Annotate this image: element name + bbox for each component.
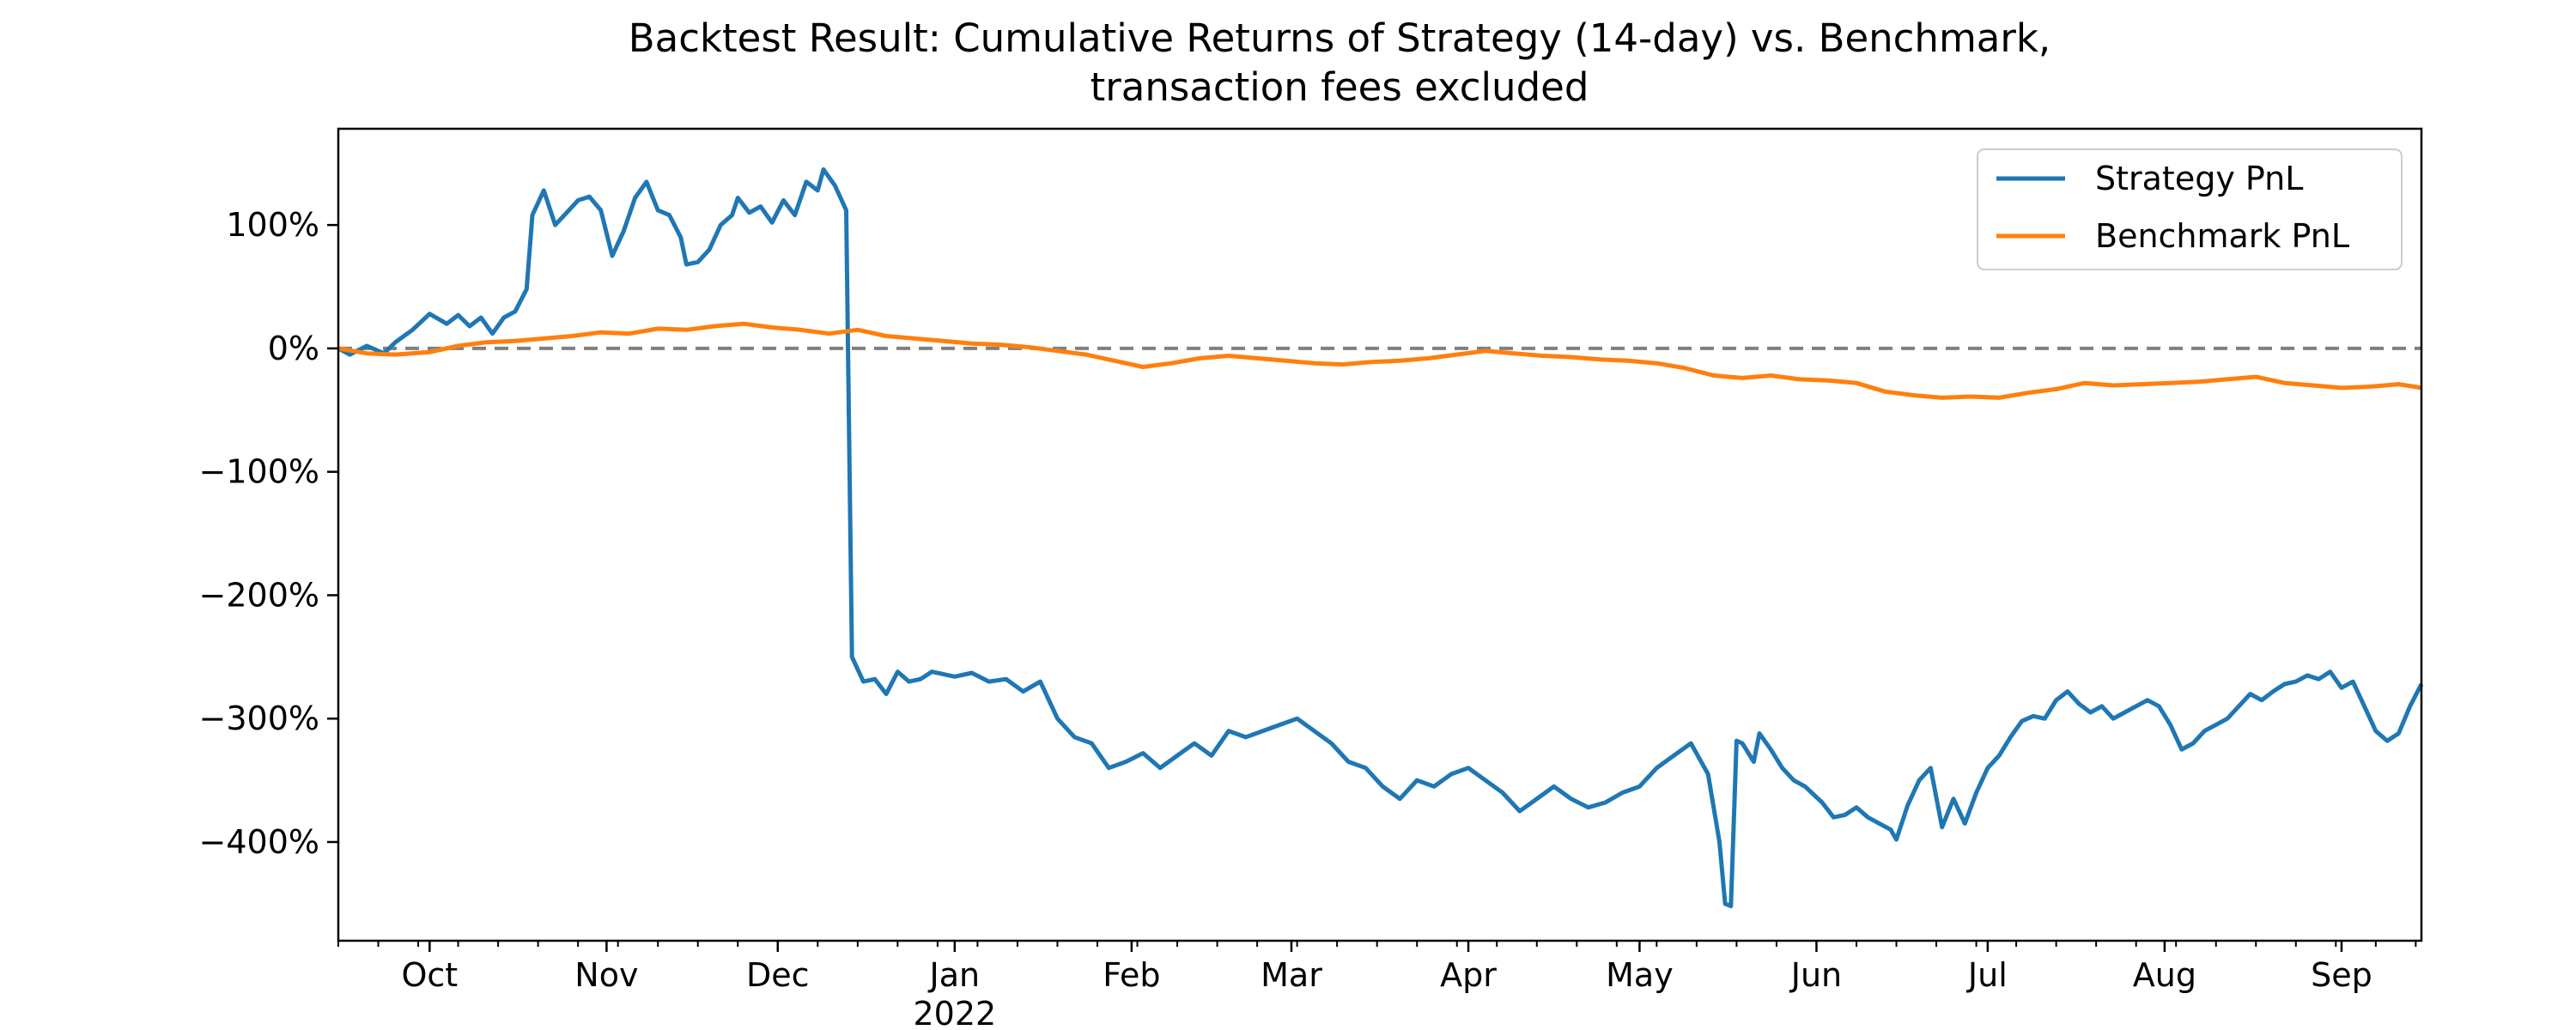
- legend: Strategy PnL Benchmark PnL: [1977, 148, 2403, 270]
- x-tick-label: Mar: [1261, 956, 1322, 994]
- x-tick-label: Dec: [746, 956, 810, 994]
- y-tick-label: 0%: [268, 330, 319, 367]
- chart-title-line-2: transaction fees excluded: [1091, 64, 1589, 110]
- x-tick-label: Jun: [1789, 956, 1842, 994]
- x-tick-label: May: [1606, 956, 1674, 994]
- x-tick-year-label: 2022: [913, 995, 996, 1030]
- x-tick-label: Apr: [1440, 956, 1497, 994]
- legend-label-benchmark: Benchmark PnL: [2095, 217, 2349, 255]
- x-tick-label: Jul: [1966, 956, 2008, 994]
- y-tick-label: −300%: [199, 700, 319, 737]
- chart-title-line-1: Backtest Result: Cumulative Returns of S…: [629, 15, 2050, 61]
- y-tick-label: −200%: [199, 576, 319, 614]
- plot-area: [337, 167, 2424, 909]
- axes-frame: [337, 127, 2423, 942]
- y-tick-label: −100%: [199, 453, 319, 491]
- x-tick-label: Aug: [2133, 956, 2196, 994]
- y-axis: 100% 0% −100% −200% −300% −400%: [199, 206, 338, 861]
- x-tick-label: Nov: [574, 956, 638, 994]
- y-tick-label: −400%: [199, 823, 319, 861]
- series-line-strategy-pnl: [337, 167, 2424, 909]
- y-tick-label: 100%: [226, 206, 319, 244]
- x-tick-label: Sep: [2311, 956, 2372, 994]
- x-tick-label: Oct: [401, 956, 458, 994]
- legend-label-strategy: Strategy PnL: [2095, 160, 2303, 197]
- x-tick-label: Jan: [928, 956, 981, 994]
- series-line-benchmark-pnl: [337, 321, 2422, 400]
- legend-box: [1977, 148, 2403, 270]
- x-tick-label: Feb: [1103, 956, 1160, 994]
